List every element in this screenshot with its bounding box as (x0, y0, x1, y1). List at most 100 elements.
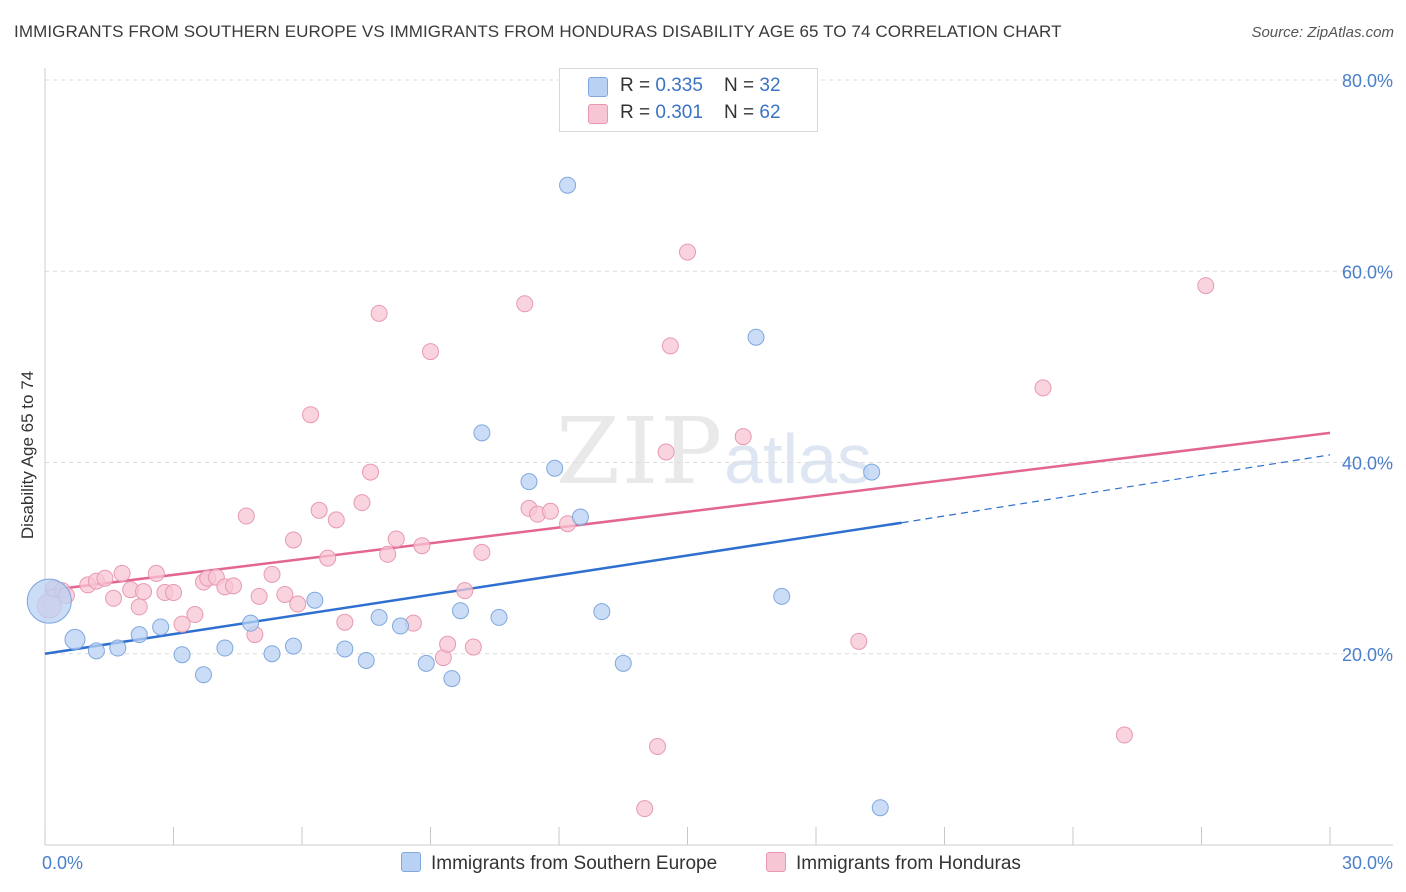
y-tick-label: 60.0% (1342, 262, 1393, 282)
legend-swatch-pink (766, 852, 786, 872)
y-axis-title: Disability Age 65 to 74 (18, 371, 37, 539)
point-southern-europe (773, 587, 791, 605)
point-honduras (336, 613, 354, 631)
point-honduras (387, 530, 405, 548)
point-honduras (105, 589, 123, 607)
n-value: 62 (759, 102, 781, 123)
trend-line-southern-europe-projection (901, 454, 1331, 524)
point-southern-europe (194, 666, 212, 684)
point-southern-europe (109, 639, 127, 657)
point-honduras (679, 243, 696, 261)
point-honduras (661, 337, 679, 355)
stats-text: R = 0.301 N = 62 (620, 102, 781, 124)
point-honduras (473, 543, 491, 561)
stats-legend: R = 0.335 N = 32 R = 0.301 N = 62 (559, 68, 818, 132)
y-tick-label: 80.0% (1342, 71, 1393, 91)
source-label: Source: ZipAtlas.com (1251, 24, 1394, 41)
axes (44, 68, 1393, 846)
point-southern-europe (242, 614, 260, 632)
point-honduras (649, 738, 667, 756)
point-southern-europe (593, 603, 611, 621)
trend-line-southern-europe (44, 521, 902, 655)
point-honduras (464, 638, 482, 656)
point-southern-europe (490, 608, 508, 626)
legend-label: Immigrants from Honduras (796, 853, 1021, 874)
point-southern-europe (747, 328, 765, 346)
point-southern-europe (26, 578, 72, 624)
point-southern-europe (451, 602, 469, 620)
point-honduras (370, 304, 388, 322)
point-honduras (1034, 379, 1052, 397)
point-honduras (173, 615, 191, 633)
point-honduras (439, 635, 457, 653)
legend-item-southern-europe: Immigrants from Southern Europe (401, 852, 717, 875)
r-value: 0.335 (655, 75, 703, 96)
point-honduras (237, 507, 255, 525)
point-southern-europe (871, 799, 889, 817)
point-honduras (1197, 277, 1215, 295)
point-honduras (456, 582, 474, 600)
point-southern-europe (152, 618, 170, 636)
point-southern-europe (306, 591, 324, 609)
point-honduras (302, 406, 320, 424)
trend-lines (44, 431, 1331, 655)
point-southern-europe (87, 642, 105, 660)
point-honduras (850, 632, 868, 650)
point-honduras (284, 531, 302, 549)
point-southern-europe (559, 176, 577, 194)
n-label: N = (724, 102, 760, 123)
point-southern-europe (357, 651, 375, 669)
point-honduras (113, 564, 131, 582)
point-honduras (224, 577, 242, 595)
r-label: R = (620, 75, 656, 96)
point-southern-europe (546, 459, 564, 477)
point-honduras (319, 549, 337, 567)
y-tick-label: 20.0% (1342, 645, 1393, 665)
point-honduras (147, 564, 165, 582)
point-southern-europe (473, 424, 491, 442)
legend-swatch-blue (588, 77, 608, 97)
point-southern-europe (520, 473, 538, 491)
point-southern-europe (64, 628, 86, 650)
y-tick-label: 40.0% (1342, 454, 1393, 474)
point-honduras (250, 587, 268, 605)
legend-swatch-blue (401, 852, 421, 872)
point-southern-europe (614, 654, 632, 672)
series-honduras-points (36, 243, 1215, 818)
chart-title: IMMIGRANTS FROM SOUTHERN EUROPE VS IMMIG… (14, 22, 1062, 41)
point-honduras (353, 494, 371, 512)
point-honduras (327, 511, 345, 529)
point-southern-europe (130, 626, 148, 644)
point-honduras (413, 537, 431, 555)
point-southern-europe (284, 637, 302, 655)
legend-label: Immigrants from Southern Europe (431, 853, 718, 874)
r-label: R = (620, 102, 656, 123)
point-honduras (310, 501, 328, 519)
point-southern-europe (443, 670, 461, 688)
point-honduras (165, 584, 182, 602)
point-honduras (379, 545, 397, 563)
stats-text: R = 0.335 N = 32 (620, 75, 781, 97)
point-honduras (516, 295, 534, 313)
point-southern-europe (370, 608, 388, 626)
point-southern-europe (216, 639, 234, 657)
grid-lines (45, 79, 1393, 655)
point-honduras (657, 443, 675, 461)
x-tick-label: 30.0% (1342, 853, 1393, 873)
point-honduras (636, 800, 654, 818)
point-southern-europe (571, 508, 589, 526)
point-southern-europe (336, 640, 354, 658)
point-southern-europe (173, 646, 191, 664)
point-honduras (186, 606, 204, 624)
point-honduras (362, 463, 380, 481)
point-honduras (541, 502, 559, 520)
n-label: N = (724, 75, 760, 96)
point-honduras (96, 569, 114, 587)
point-southern-europe (263, 645, 281, 663)
series-southern-europe-points (26, 176, 889, 817)
tick-labels: 20.0% 40.0% 60.0% 80.0% 0.0% 30.0% (42, 71, 1393, 873)
point-honduras (135, 583, 153, 601)
r-value: 0.301 (655, 102, 703, 123)
point-southern-europe (392, 617, 410, 635)
